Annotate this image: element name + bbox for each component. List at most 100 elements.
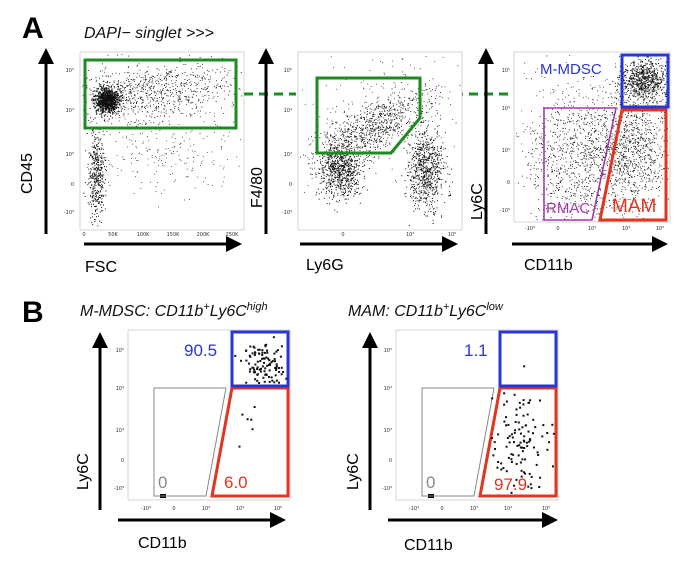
event-dot (131, 95, 132, 97)
event-dot (374, 140, 376, 141)
event-dot (123, 81, 125, 83)
event-dot (99, 191, 101, 193)
event-dot (429, 204, 430, 206)
event-dot (384, 114, 386, 116)
event-dot (428, 120, 430, 122)
event-dot (338, 161, 339, 163)
event-dot (335, 176, 337, 178)
event-dot (122, 85, 123, 87)
event-dot (352, 174, 354, 176)
event-dot (178, 109, 180, 110)
event-dot (354, 179, 356, 181)
event-dot (414, 148, 416, 149)
event-dot (98, 160, 99, 161)
event-dot (176, 67, 178, 68)
event-dot (366, 156, 368, 158)
event-dot (447, 98, 449, 99)
event-dot (106, 98, 108, 100)
event-dot (431, 172, 433, 174)
event-dot (106, 97, 108, 99)
event-dot (223, 176, 225, 178)
event-dot (134, 79, 136, 81)
event-dot (97, 88, 99, 90)
event-dot (352, 172, 354, 174)
event-dot (107, 92, 109, 94)
event-dot (96, 170, 97, 172)
event-dot (193, 74, 195, 76)
event-dot (646, 89, 648, 91)
event-dot (91, 200, 93, 202)
event-dot (325, 162, 327, 164)
event-dot (312, 168, 313, 170)
event-dot (342, 177, 344, 179)
event-dot (115, 102, 117, 104)
event-dot (377, 127, 379, 129)
event-dot (346, 177, 348, 179)
event-dot (336, 184, 338, 186)
event-dot (397, 135, 399, 137)
event-dot (125, 98, 127, 100)
event-dot (645, 59, 646, 60)
event-dot (414, 147, 416, 149)
event-dot (648, 80, 650, 82)
event-dot (106, 166, 107, 168)
event-dot (170, 72, 172, 73)
event-dot (343, 194, 344, 195)
event-dot (389, 120, 391, 122)
event-dot (123, 96, 125, 98)
event-dot (434, 153, 436, 155)
event-dot (444, 132, 446, 134)
event-dot (150, 122, 152, 124)
event-dot (103, 101, 105, 103)
event-dot (423, 213, 425, 215)
event-dot (100, 204, 102, 206)
event-dot (147, 106, 149, 108)
event-dot (111, 95, 113, 97)
event-dot (374, 139, 375, 141)
event-dot (424, 174, 426, 176)
event-dot (640, 86, 642, 88)
event-dot (392, 92, 394, 94)
event-dot (109, 86, 111, 88)
event-dot (420, 198, 422, 200)
event-dot (371, 103, 373, 105)
event-dot (648, 71, 650, 73)
event-dot (373, 162, 374, 164)
event-dot (418, 175, 419, 177)
event-dot (171, 75, 173, 77)
event-dot (425, 174, 427, 176)
event-dot (413, 192, 415, 194)
event-dot (101, 167, 103, 169)
event-dot (154, 156, 156, 157)
event-dot (379, 140, 381, 142)
event-dot (370, 139, 372, 141)
event-dot (221, 185, 223, 187)
event-dot (227, 159, 228, 161)
event-dot (428, 159, 430, 161)
event-dot (93, 150, 95, 152)
event-dot (110, 97, 112, 99)
event-dot (100, 161, 102, 163)
event-dot (108, 104, 110, 106)
event-dot (199, 65, 201, 67)
event-dot (354, 191, 356, 192)
event-dot (172, 112, 174, 114)
event-dot (328, 140, 330, 141)
event-dot (126, 85, 128, 87)
event-dot (119, 84, 121, 86)
event-dot (402, 104, 404, 106)
event-dot (383, 72, 385, 74)
event-dot (349, 143, 351, 145)
event-dot (449, 193, 451, 195)
event-dot (148, 81, 150, 83)
event-dot (106, 105, 108, 107)
event-dot (160, 89, 162, 91)
event-dot (130, 79, 132, 80)
event-dot (349, 159, 351, 161)
event-dot (92, 166, 94, 168)
event-dot (387, 99, 389, 100)
event-dot (426, 151, 428, 153)
event-dot (209, 81, 211, 83)
event-dot (332, 165, 334, 167)
event-dot (328, 189, 330, 191)
